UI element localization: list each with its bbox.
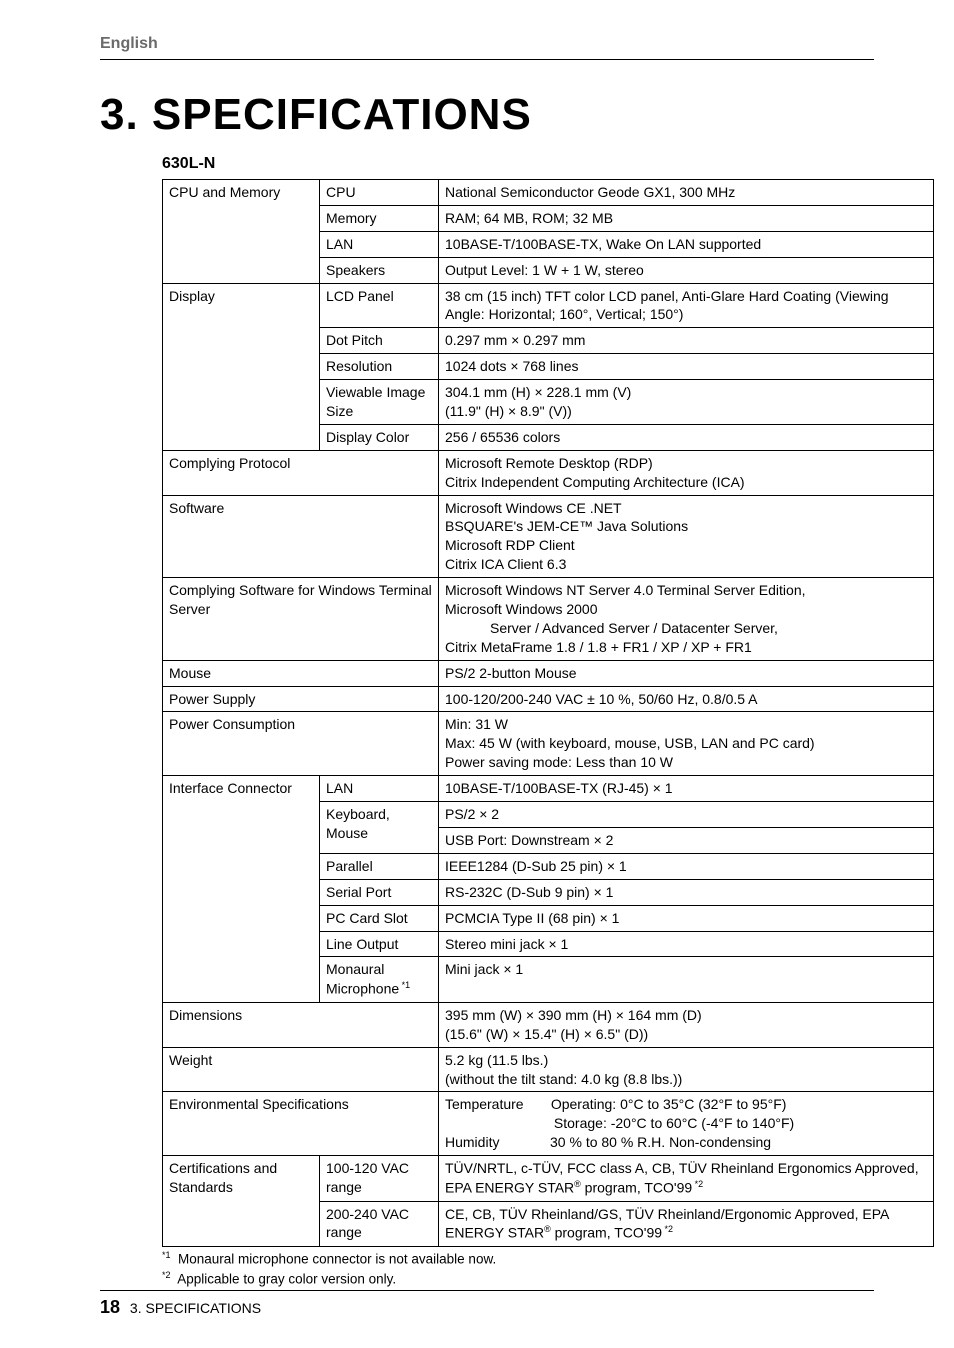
cell-value: USB Port: Downstream × 2 bbox=[439, 827, 934, 853]
cell-value: Temperature Operating: 0°C to 35°C (32°F… bbox=[439, 1092, 934, 1156]
cell-value: Output Level: 1 W + 1 W, stereo bbox=[439, 257, 934, 283]
cell-value: IEEE1284 (D-Sub 25 pin) × 1 bbox=[439, 853, 934, 879]
cell-category: CPU and Memory bbox=[163, 180, 320, 284]
cell-value: 38 cm (15 inch) TFT color LCD panel, Ant… bbox=[439, 283, 934, 328]
cell-value: PS/2 2-button Mouse bbox=[439, 660, 934, 686]
cell-category: Complying Software for Windows Terminal … bbox=[163, 578, 439, 661]
table-row: Dimensions395 mm (W) × 390 mm (H) × 164 … bbox=[163, 1002, 934, 1047]
cell-value: Stereo mini jack × 1 bbox=[439, 931, 934, 957]
table-row: Power ConsumptionMin: 31 WMax: 45 W (wit… bbox=[163, 712, 934, 776]
cell-category: Mouse bbox=[163, 660, 439, 686]
cell-value: 0.297 mm × 0.297 mm bbox=[439, 328, 934, 354]
cell-value: RS-232C (D-Sub 9 pin) × 1 bbox=[439, 879, 934, 905]
cell-subcategory: Serial Port bbox=[320, 879, 439, 905]
table-row: MousePS/2 2-button Mouse bbox=[163, 660, 934, 686]
cell-value: PCMCIA Type II (68 pin) × 1 bbox=[439, 905, 934, 931]
footnote: *2 Applicable to gray color version only… bbox=[162, 1269, 874, 1289]
cell-value: 1024 dots × 768 lines bbox=[439, 354, 934, 380]
cell-value: TÜV/NRTL, c-TÜV, FCC class A, CB, TÜV Rh… bbox=[439, 1156, 934, 1201]
table-row: DisplayLCD Panel38 cm (15 inch) TFT colo… bbox=[163, 283, 934, 328]
footer-section: 3. SPECIFICATIONS bbox=[130, 1300, 261, 1316]
cell-subcategory: Line Output bbox=[320, 931, 439, 957]
footnote: *1 Monaural microphone connector is not … bbox=[162, 1249, 874, 1269]
cell-subcategory: Viewable Image Size bbox=[320, 380, 439, 425]
page-number: 18 bbox=[100, 1297, 120, 1317]
table-row: Interface ConnectorLAN10BASE-T/100BASE-T… bbox=[163, 776, 934, 802]
cell-category: Power Consumption bbox=[163, 712, 439, 776]
cell-value: Microsoft Windows NT Server 4.0 Terminal… bbox=[439, 578, 934, 661]
footnotes: *1 Monaural microphone connector is not … bbox=[162, 1249, 874, 1288]
cell-value: CE, CB, TÜV Rheinland/GS, TÜV Rheinland/… bbox=[439, 1201, 934, 1246]
cell-value: PS/2 × 2 bbox=[439, 802, 934, 828]
table-row: Environmental SpecificationsTemperature … bbox=[163, 1092, 934, 1156]
cell-value: Microsoft Remote Desktop (RDP)Citrix Ind… bbox=[439, 450, 934, 495]
table-row: Weight5.2 kg (11.5 lbs.)(without the til… bbox=[163, 1047, 934, 1092]
cell-category: Environmental Specifications bbox=[163, 1092, 439, 1156]
table-row: Complying ProtocolMicrosoft Remote Deskt… bbox=[163, 450, 934, 495]
model-label: 630L-N bbox=[162, 155, 874, 173]
cell-subcategory: 200-240 VAC range bbox=[320, 1201, 439, 1246]
cell-subcategory: Parallel bbox=[320, 853, 439, 879]
cell-category: Certifications and Standards bbox=[163, 1156, 320, 1247]
cell-value: 10BASE-T/100BASE-TX (RJ-45) × 1 bbox=[439, 776, 934, 802]
cell-subcategory: LAN bbox=[320, 776, 439, 802]
table-row: Complying Software for Windows Terminal … bbox=[163, 578, 934, 661]
table-row: CPU and MemoryCPUNational Semiconductor … bbox=[163, 180, 934, 206]
cell-category: Interface Connector bbox=[163, 776, 320, 1003]
cell-value: 5.2 kg (11.5 lbs.)(without the tilt stan… bbox=[439, 1047, 934, 1092]
cell-subcategory: Speakers bbox=[320, 257, 439, 283]
cell-category: Software bbox=[163, 495, 439, 578]
page: English 3. SPECIFICATIONS 630L-N CPU and… bbox=[0, 0, 954, 1348]
page-footer: 18 3. SPECIFICATIONS bbox=[100, 1290, 874, 1318]
cell-value: 304.1 mm (H) × 228.1 mm (V)(11.9" (H) × … bbox=[439, 380, 934, 425]
cell-subcategory: Display Color bbox=[320, 424, 439, 450]
table-row: SoftwareMicrosoft Windows CE .NETBSQUARE… bbox=[163, 495, 934, 578]
table-row: Certifications and Standards100-120 VAC … bbox=[163, 1156, 934, 1201]
table-row: Power Supply100-120/200-240 VAC ± 10 %, … bbox=[163, 686, 934, 712]
cell-value: 100-120/200-240 VAC ± 10 %, 50/60 Hz, 0.… bbox=[439, 686, 934, 712]
cell-value: Min: 31 WMax: 45 W (with keyboard, mouse… bbox=[439, 712, 934, 776]
page-title: 3. SPECIFICATIONS bbox=[100, 90, 874, 140]
cell-category: Display bbox=[163, 283, 320, 450]
cell-subcategory: CPU bbox=[320, 180, 439, 206]
cell-category: Dimensions bbox=[163, 1002, 439, 1047]
cell-value: Mini jack × 1 bbox=[439, 957, 934, 1002]
cell-subcategory: Monaural Microphone *1 bbox=[320, 957, 439, 1002]
cell-subcategory: LAN bbox=[320, 231, 439, 257]
cell-subcategory: 100-120 VAC range bbox=[320, 1156, 439, 1201]
cell-value: National Semiconductor Geode GX1, 300 MH… bbox=[439, 180, 934, 206]
cell-value: 256 / 65536 colors bbox=[439, 424, 934, 450]
cell-subcategory: LCD Panel bbox=[320, 283, 439, 328]
cell-subcategory: Keyboard, Mouse bbox=[320, 802, 439, 854]
cell-value: Microsoft Windows CE .NETBSQUARE's JEM-C… bbox=[439, 495, 934, 578]
cell-subcategory: PC Card Slot bbox=[320, 905, 439, 931]
cell-category: Power Supply bbox=[163, 686, 439, 712]
cell-category: Complying Protocol bbox=[163, 450, 439, 495]
cell-category: Weight bbox=[163, 1047, 439, 1092]
cell-value: 395 mm (W) × 390 mm (H) × 164 mm (D)(15.… bbox=[439, 1002, 934, 1047]
cell-subcategory: Dot Pitch bbox=[320, 328, 439, 354]
cell-subcategory: Memory bbox=[320, 205, 439, 231]
cell-value: RAM; 64 MB, ROM; 32 MB bbox=[439, 205, 934, 231]
header-language: English bbox=[100, 35, 874, 60]
spec-table: CPU and MemoryCPUNational Semiconductor … bbox=[162, 179, 934, 1247]
cell-value: 10BASE-T/100BASE-TX, Wake On LAN support… bbox=[439, 231, 934, 257]
cell-subcategory: Resolution bbox=[320, 354, 439, 380]
